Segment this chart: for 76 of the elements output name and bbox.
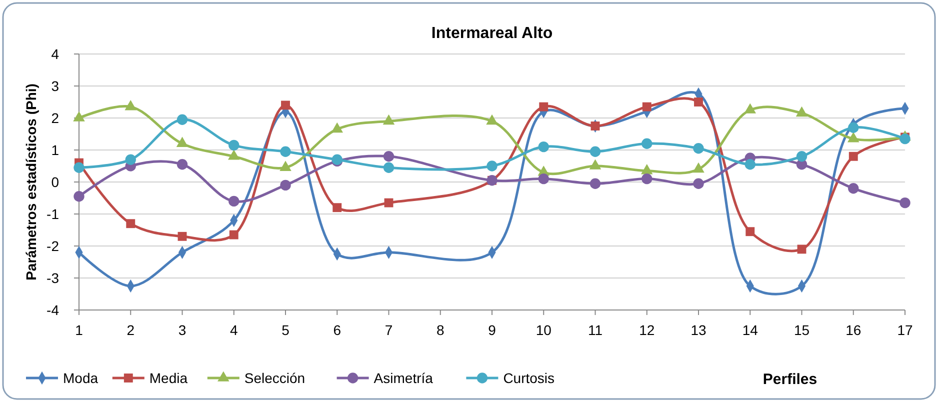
y-axis-title: Parámetros estadísticos (Phi): [23, 84, 39, 280]
point: [281, 100, 290, 110]
point: [74, 191, 84, 202]
point: [848, 152, 858, 161]
point: [125, 154, 136, 165]
point: [126, 219, 136, 228]
point: [538, 173, 549, 184]
point: [642, 138, 652, 149]
point: [642, 173, 652, 184]
point: [384, 198, 394, 208]
legend-label: Media: [149, 370, 188, 386]
y-tick-label: -4: [46, 302, 60, 318]
point: [590, 122, 600, 130]
legend-label: Selección: [244, 370, 306, 386]
x-tick-label: 8: [436, 322, 444, 338]
point: [744, 159, 756, 170]
point: [590, 178, 601, 189]
x-tick-label: 5: [282, 322, 290, 338]
x-tick-label: 12: [639, 322, 655, 338]
x-tick-label: 3: [178, 322, 186, 338]
point: [693, 178, 704, 189]
point: [383, 162, 394, 173]
point: [228, 140, 240, 151]
point: [124, 100, 137, 110]
point: [694, 98, 703, 106]
y-tick-label: -3: [46, 270, 60, 286]
point: [900, 197, 910, 208]
point: [280, 180, 291, 191]
point: [848, 122, 859, 133]
legend-label: Asimetría: [374, 370, 434, 386]
point: [847, 132, 860, 142]
point: [693, 143, 704, 154]
point: [539, 102, 548, 112]
x-tick-label: 13: [690, 322, 706, 338]
point: [642, 102, 652, 112]
y-tick-label: -2: [46, 238, 60, 254]
point: [797, 244, 806, 254]
y-tick-label: 2: [51, 110, 60, 126]
point: [590, 146, 601, 157]
point: [486, 160, 498, 172]
x-tick-label: 4: [230, 322, 238, 338]
legend-label: Moda: [63, 370, 98, 386]
x-tick-label: 6: [333, 322, 342, 338]
x-tick-label: 14: [742, 322, 758, 338]
x-axis-title: Perfiles: [762, 371, 818, 388]
y-tick-label: 0: [51, 174, 60, 190]
point: [538, 141, 549, 152]
point: [383, 151, 394, 162]
point: [900, 133, 910, 144]
x-tick-label: 15: [794, 322, 810, 338]
x-tick-label: 11: [588, 322, 603, 338]
point: [640, 164, 653, 174]
point: [280, 146, 291, 157]
chart-title: Intermareal Alto: [431, 25, 553, 42]
x-tick-label: 10: [536, 322, 552, 338]
point: [178, 232, 187, 241]
x-tick-label: 7: [384, 322, 393, 338]
y-tick-label: 3: [51, 78, 60, 94]
x-tick-label: 2: [126, 322, 135, 338]
x-tick-label: 1: [75, 322, 84, 338]
x-tick-label: 16: [846, 322, 862, 338]
point: [228, 196, 240, 207]
point: [176, 114, 188, 125]
x-tick-label: 9: [488, 322, 496, 338]
x-tick-label: 17: [897, 322, 913, 338]
point: [332, 203, 342, 212]
point: [176, 159, 188, 170]
point: [746, 227, 755, 236]
y-tick-label: 4: [51, 46, 60, 62]
legend-label: Curtosis: [503, 370, 555, 386]
point: [229, 230, 238, 240]
point: [74, 162, 84, 173]
y-tick-label: 1: [51, 142, 60, 158]
point: [796, 151, 808, 162]
point: [848, 183, 859, 194]
y-tick-label: -1: [46, 206, 60, 222]
